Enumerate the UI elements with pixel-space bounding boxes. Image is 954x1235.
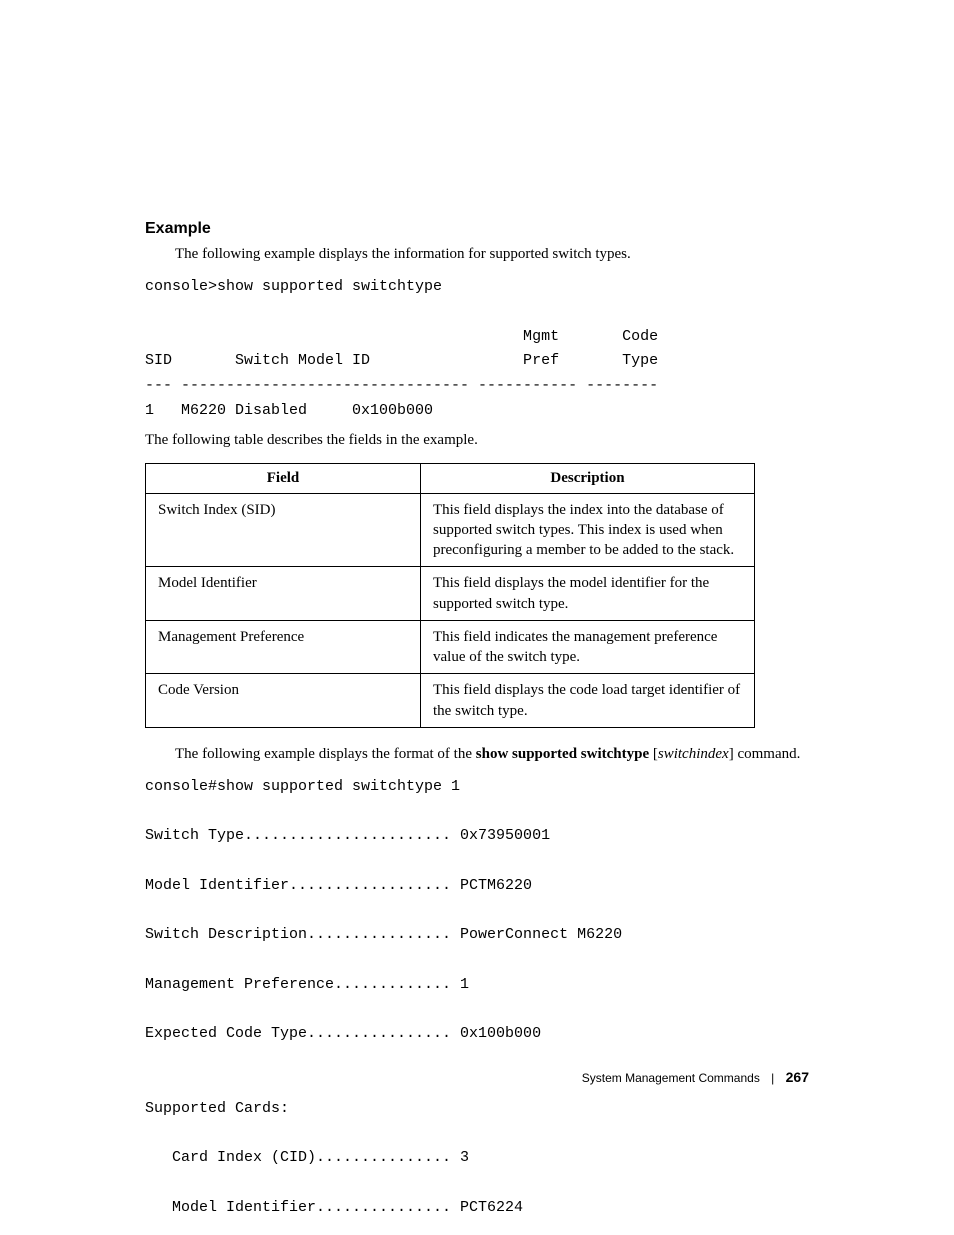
- para2-post: command.: [734, 746, 801, 762]
- para2: The following example displays the forma…: [175, 744, 809, 765]
- cell-description: This field displays the code load target…: [421, 674, 755, 728]
- para2-arg: switchindex: [658, 746, 729, 762]
- table-row: Switch Index (SID) This field displays t…: [146, 493, 755, 567]
- cell-field: Code Version: [146, 674, 421, 728]
- example-heading: Example: [145, 220, 809, 238]
- col-header-field: Field: [146, 463, 421, 493]
- intro-paragraph: The following example displays the infor…: [175, 244, 809, 265]
- para2-pre: The following example displays the forma…: [175, 746, 476, 762]
- console-output-2: console#show supported switchtype 1 Swit…: [145, 775, 809, 1221]
- cell-field: Model Identifier: [146, 567, 421, 621]
- footer-separator: |: [771, 1071, 774, 1085]
- cell-description: This field displays the model identifier…: [421, 567, 755, 621]
- footer-section-title: System Management Commands: [582, 1071, 760, 1085]
- cell-description: This field indicates the management pref…: [421, 620, 755, 674]
- field-description-table: Field Description Switch Index (SID) Thi…: [145, 463, 755, 728]
- console-output-1: console>show supported switchtype Mgmt C…: [145, 275, 809, 424]
- table-row: Code Version This field displays the cod…: [146, 674, 755, 728]
- table-row: Model Identifier This field displays the…: [146, 567, 755, 621]
- cell-field: Management Preference: [146, 620, 421, 674]
- para2-cmd: show supported switchtype: [476, 746, 649, 762]
- table-row: Management Preference This field indicat…: [146, 620, 755, 674]
- cell-field: Switch Index (SID): [146, 493, 421, 567]
- table-header-row: Field Description: [146, 463, 755, 493]
- cell-description: This field displays the index into the d…: [421, 493, 755, 567]
- table-intro: The following table describes the fields…: [145, 430, 809, 451]
- page-footer: System Management Commands | 267: [582, 1069, 809, 1085]
- col-header-description: Description: [421, 463, 755, 493]
- footer-page-number: 267: [786, 1069, 809, 1085]
